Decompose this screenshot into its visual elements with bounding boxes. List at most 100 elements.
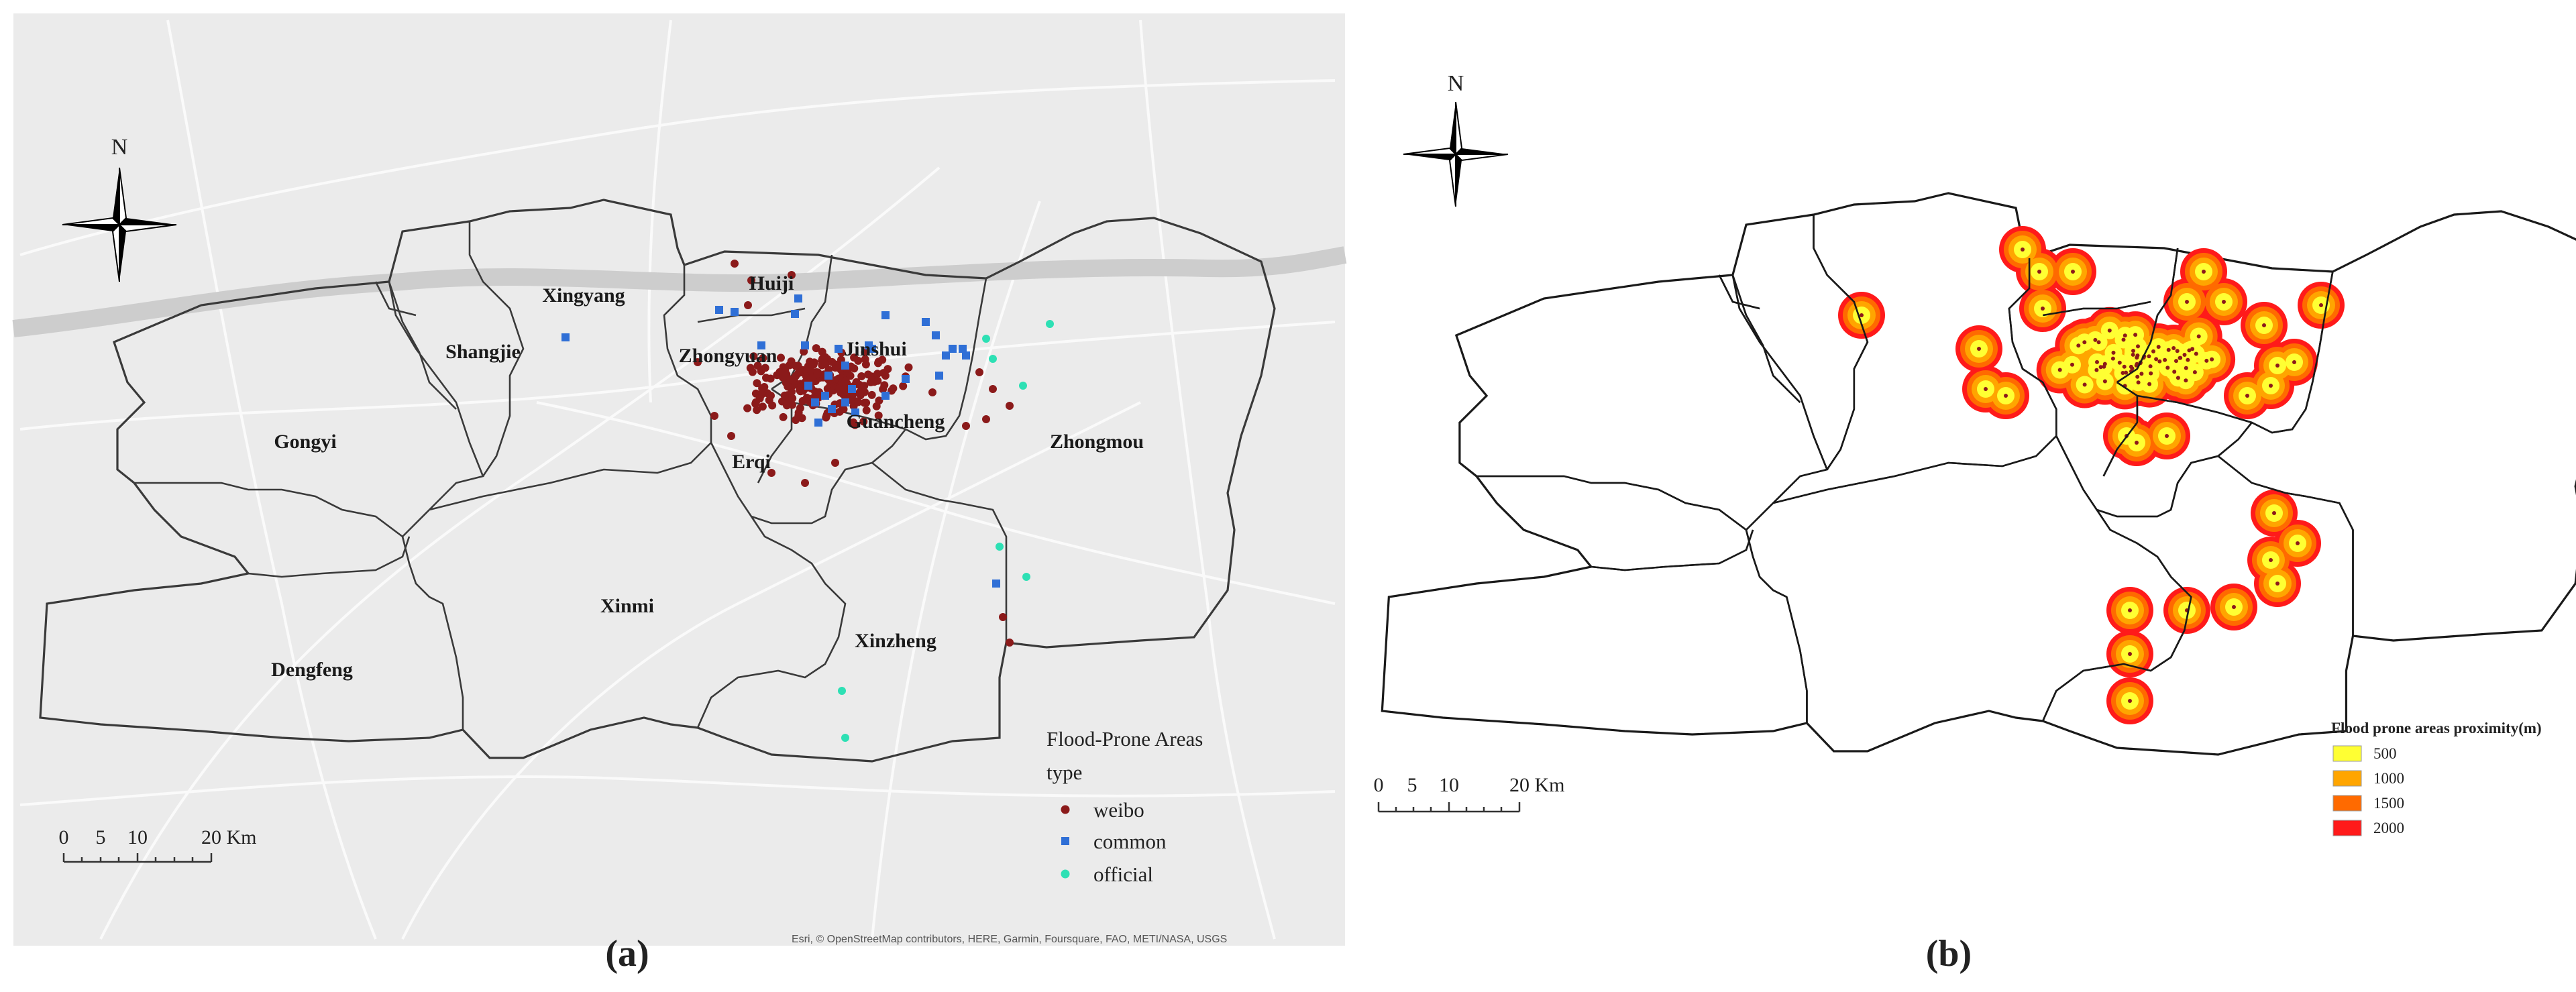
common-point bbox=[804, 382, 812, 390]
scale-tick-10: 10 bbox=[127, 826, 148, 848]
weibo-point bbox=[802, 394, 811, 402]
scale-tick-0: 0 bbox=[59, 826, 69, 848]
common-point bbox=[828, 405, 836, 413]
weibo-point bbox=[788, 271, 796, 279]
buffer-center bbox=[2202, 270, 2206, 274]
weibo-point bbox=[989, 385, 997, 393]
official-point bbox=[996, 543, 1004, 551]
caption-b: (b) bbox=[1926, 933, 1972, 975]
weibo-point bbox=[975, 368, 983, 376]
weibo-point bbox=[862, 398, 871, 407]
legend-1500-label: 1500 bbox=[2373, 795, 2404, 812]
weibo-point bbox=[800, 347, 808, 356]
common-point bbox=[962, 351, 970, 360]
buffer-center bbox=[2082, 340, 2087, 345]
common-point bbox=[922, 318, 930, 326]
common-point bbox=[902, 375, 910, 383]
buffer-center bbox=[2174, 359, 2178, 364]
panel-b-map bbox=[1381, 192, 2576, 756]
common-point bbox=[731, 308, 739, 316]
buffer-center bbox=[2117, 360, 2122, 365]
official-point bbox=[1046, 320, 1054, 328]
buffer-center bbox=[2232, 605, 2236, 609]
legend-common-label: common bbox=[1093, 830, 1167, 853]
buffer-center bbox=[2148, 364, 2153, 369]
buffer-center bbox=[2135, 374, 2140, 379]
district-labels: Xingyang Shangjie Huiji Zhongyuan Jinshu… bbox=[271, 272, 1144, 681]
weibo-point bbox=[841, 376, 850, 385]
buffer-center bbox=[2121, 337, 2126, 342]
weibo-point bbox=[747, 276, 755, 284]
legend-2000-label: 2000 bbox=[2373, 820, 2404, 836]
weibo-point bbox=[854, 398, 863, 406]
buffer-center bbox=[2129, 364, 2133, 369]
buffer-center bbox=[2096, 340, 2101, 345]
buffer-center bbox=[2204, 358, 2209, 363]
buffer-center bbox=[2082, 382, 2087, 387]
scale-b-tick-0: 0 bbox=[1374, 774, 1384, 796]
common-point bbox=[959, 345, 967, 353]
label-xingyang: Xingyang bbox=[542, 284, 625, 307]
common-point bbox=[821, 392, 829, 400]
buffer-center bbox=[2076, 343, 2081, 348]
buffer-center bbox=[2157, 359, 2162, 364]
weibo-point bbox=[821, 353, 830, 362]
common-point bbox=[841, 398, 849, 406]
weibo-point bbox=[758, 402, 767, 411]
legend-b: Flood prone areas proximity(m) 500 1000 … bbox=[2331, 720, 2542, 836]
buffer-center bbox=[2269, 384, 2273, 388]
common-point bbox=[881, 392, 890, 400]
buffer-center bbox=[2187, 348, 2192, 353]
weibo-point bbox=[788, 394, 797, 402]
buffer-center bbox=[2178, 355, 2183, 360]
scale-b-tick-5: 5 bbox=[1407, 774, 1417, 796]
buffer-center bbox=[2021, 247, 2025, 252]
official-point bbox=[841, 734, 849, 742]
common-point bbox=[949, 345, 957, 353]
buffer-center bbox=[2171, 346, 2176, 350]
scale-bar-b: 0 5 10 20 Km bbox=[1374, 774, 1565, 813]
scale-b-tick-10: 10 bbox=[1439, 774, 1459, 796]
scale-tick-5: 5 bbox=[96, 826, 106, 848]
weibo-point bbox=[777, 353, 785, 362]
legend-weibo-symbol bbox=[1061, 805, 1070, 814]
official-point bbox=[838, 687, 846, 695]
buffer-center bbox=[2057, 368, 2062, 372]
buffer-center bbox=[2176, 376, 2180, 380]
official-point bbox=[989, 355, 997, 363]
weibo-point bbox=[850, 353, 859, 362]
buffer-center bbox=[2107, 328, 2112, 333]
weibo-point bbox=[761, 364, 769, 372]
buffer-center bbox=[2111, 350, 2116, 355]
buffer-center bbox=[2269, 558, 2273, 562]
buffer-center bbox=[2272, 511, 2276, 515]
weibo-point bbox=[839, 405, 848, 414]
weibo-point bbox=[861, 348, 869, 357]
weibo-point bbox=[727, 432, 735, 440]
weibo-point bbox=[801, 479, 809, 487]
weibo-point bbox=[748, 368, 757, 376]
weibo-point bbox=[875, 396, 883, 405]
weibo-point bbox=[753, 362, 762, 370]
buffer-center bbox=[2182, 353, 2187, 357]
official-point bbox=[982, 335, 990, 343]
weibo-point bbox=[880, 381, 889, 390]
buffer-center bbox=[2037, 270, 2041, 274]
weibo-point bbox=[753, 406, 761, 415]
weibo-point bbox=[753, 379, 761, 388]
buffer-center bbox=[2070, 362, 2074, 367]
buffer-center bbox=[2275, 582, 2279, 586]
legend-500-label: 500 bbox=[2373, 745, 2397, 762]
legend-common-symbol bbox=[1061, 837, 1069, 845]
label-guancheng: Guancheng bbox=[847, 410, 945, 433]
weibo-point bbox=[849, 418, 857, 427]
weibo-point bbox=[794, 408, 803, 417]
weibo-point bbox=[857, 372, 866, 380]
buffer-center bbox=[2292, 360, 2296, 364]
buffer-center bbox=[2154, 357, 2159, 362]
label-xinmi: Xinmi bbox=[600, 595, 654, 617]
weibo-point bbox=[749, 352, 758, 361]
weibo-point bbox=[794, 369, 803, 378]
legend-1000-swatch bbox=[2332, 770, 2362, 787]
weibo-point bbox=[751, 399, 760, 408]
